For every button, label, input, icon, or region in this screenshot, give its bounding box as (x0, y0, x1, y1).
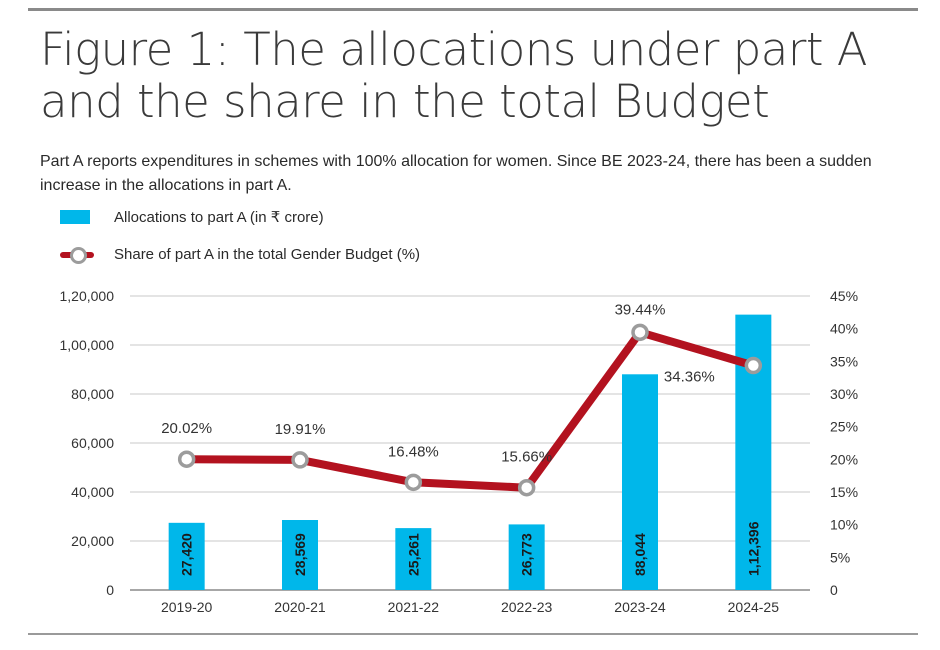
figure-title: Figure 1: The allocations under part A a… (40, 23, 868, 128)
x-tick-label: 2020-21 (274, 599, 326, 615)
bar-value-label: 28,569 (292, 533, 308, 576)
legend-line-swatch (60, 246, 94, 264)
y-right-tick-label: 35% (830, 353, 858, 369)
share-point (517, 478, 536, 497)
y-right-tick-label: 30% (830, 386, 858, 402)
share-point (631, 323, 649, 342)
y-left-tick-label: 80,000 (71, 386, 114, 402)
bar (282, 520, 318, 590)
figure-subtitle: Part A reports expenditures in schemes w… (40, 153, 872, 194)
y-right-tick-label: 5% (830, 549, 850, 565)
bar-value-label: 27,420 (179, 533, 195, 576)
y-left-tick-label: 20,000 (71, 533, 114, 549)
y-left-tick-label: 40,000 (71, 484, 114, 500)
x-tick-label: 2024-25 (728, 599, 780, 615)
bar (508, 524, 545, 590)
bar (622, 374, 658, 590)
y-right-tick-label: 25% (830, 419, 858, 435)
y-right-tick-label: 40% (830, 321, 858, 337)
share-point (291, 451, 309, 469)
y-left-tick-label: 1,20,000 (60, 288, 115, 304)
share-line (182, 328, 758, 492)
share-value-label: 19.91% (275, 421, 326, 438)
share-value-label: 39.44% (615, 301, 666, 318)
x-tick-label: 2019-20 (161, 599, 213, 615)
y-right-tick-label: 20% (830, 451, 858, 467)
legend-line-label: Share of part A in the total Gender Budg… (114, 246, 421, 263)
legend-item-line: Share of part A in the total Gender Budg… (60, 246, 421, 264)
x-tick-label: 2022-23 (501, 599, 553, 615)
y-left-tick-label: 60,000 (71, 435, 114, 451)
y-right-tick-label: 15% (830, 484, 858, 500)
bar-value-label: 25,261 (405, 533, 421, 576)
share-value-label: 16.48% (388, 443, 439, 460)
share-value-label: 15.66% (501, 449, 552, 466)
bar-value-label: 88,044 (632, 533, 648, 576)
y-left-tick-label: 1,00,000 (60, 337, 115, 353)
bottom-rule (28, 633, 918, 635)
share-value-label: 34.36% (664, 369, 715, 386)
share-value-label: 20.02% (161, 420, 212, 437)
legend-item-bars: Allocations to part A (in ₹ crore) (60, 208, 324, 226)
x-tick-label: 2023-24 (614, 599, 666, 615)
bar-value-label: 1,12,396 (745, 521, 761, 576)
share-point (404, 473, 423, 492)
share-point (744, 356, 763, 375)
bar-value-label: 26,773 (519, 533, 535, 576)
bar (168, 522, 205, 590)
y-left-tick-label: 0 (106, 582, 114, 598)
legend-bar-label: Allocations to part A (in ₹ crore) (114, 209, 324, 226)
top-rule (28, 8, 918, 11)
bar (395, 528, 432, 590)
x-tick-label: 2021-22 (388, 599, 440, 615)
y-right-tick-label: 45% (830, 288, 858, 304)
legend-bar-swatch (60, 210, 90, 224)
share-point (177, 450, 196, 468)
y-right-tick-label: 0 (830, 582, 838, 598)
y-right-tick-label: 10% (830, 517, 858, 533)
